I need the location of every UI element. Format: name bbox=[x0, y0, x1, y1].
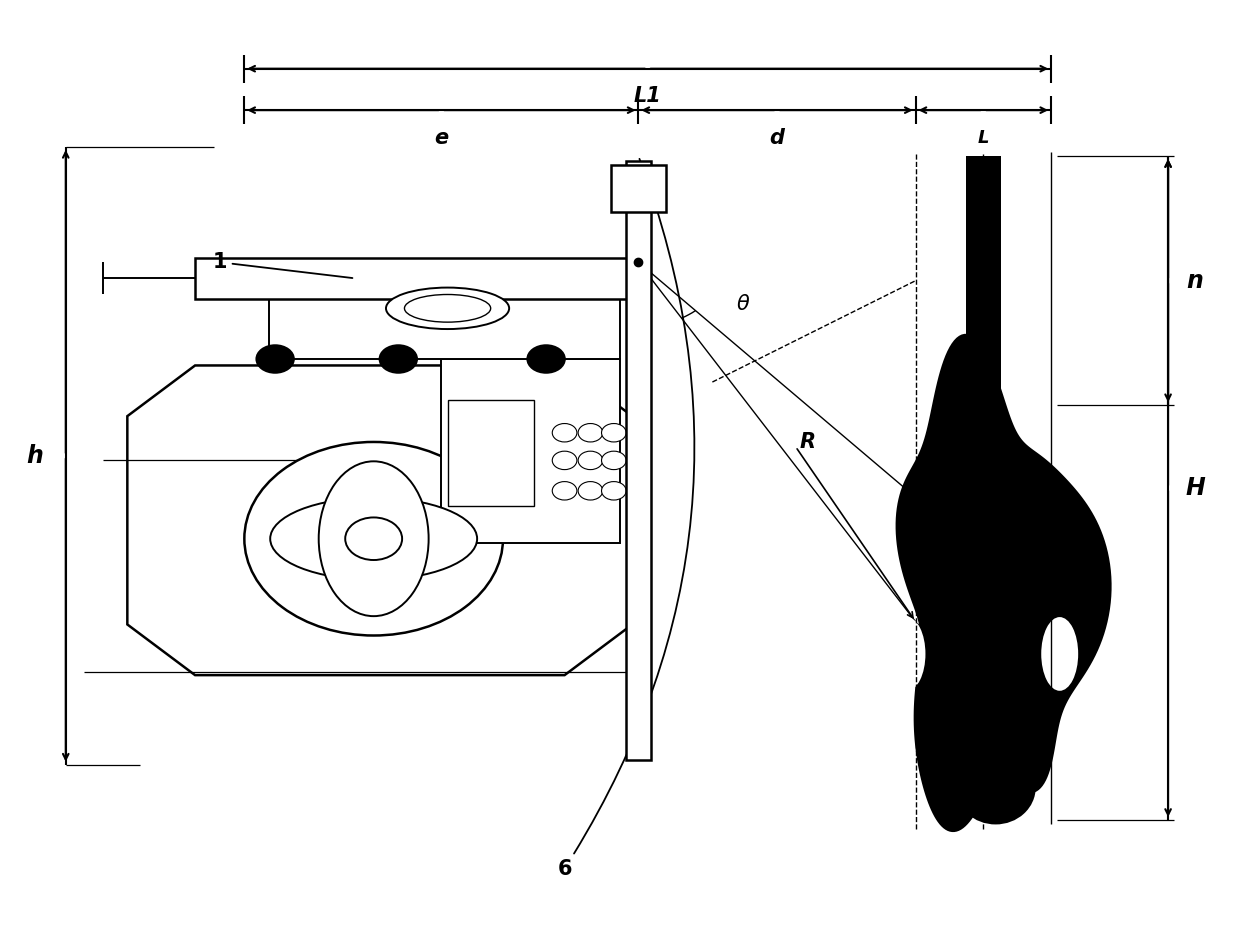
Text: d: d bbox=[770, 127, 785, 148]
Text: 6: 6 bbox=[557, 159, 694, 879]
Ellipse shape bbox=[919, 534, 1048, 682]
Bar bbox=[441, 359, 620, 543]
Bar bbox=[611, 166, 666, 211]
Ellipse shape bbox=[925, 456, 1042, 576]
Bar bbox=[626, 161, 651, 760]
Text: $\theta$: $\theta$ bbox=[737, 294, 750, 313]
Ellipse shape bbox=[925, 638, 1042, 780]
Text: R: R bbox=[800, 432, 816, 452]
Text: e: e bbox=[434, 127, 449, 148]
Text: n: n bbox=[1187, 269, 1204, 293]
Text: L: L bbox=[977, 129, 990, 147]
Ellipse shape bbox=[319, 461, 429, 617]
Text: L1: L1 bbox=[634, 86, 662, 106]
Circle shape bbox=[255, 344, 295, 374]
Circle shape bbox=[244, 442, 503, 635]
Bar bbox=[448, 401, 533, 507]
Circle shape bbox=[527, 344, 565, 374]
Circle shape bbox=[345, 517, 402, 560]
Circle shape bbox=[578, 423, 603, 442]
Ellipse shape bbox=[270, 498, 477, 580]
Ellipse shape bbox=[889, 618, 925, 691]
Polygon shape bbox=[128, 365, 632, 675]
Circle shape bbox=[601, 451, 626, 470]
Ellipse shape bbox=[1042, 618, 1078, 691]
Bar bbox=[966, 156, 1001, 405]
Circle shape bbox=[578, 451, 603, 470]
Ellipse shape bbox=[386, 287, 510, 329]
Polygon shape bbox=[897, 335, 1110, 830]
Bar bbox=[195, 258, 639, 299]
Bar bbox=[269, 299, 620, 359]
Text: A: A bbox=[918, 624, 967, 756]
Text: h: h bbox=[26, 444, 43, 468]
Text: 1: 1 bbox=[212, 252, 352, 278]
Text: H: H bbox=[1185, 476, 1205, 500]
Ellipse shape bbox=[404, 295, 491, 322]
Circle shape bbox=[601, 423, 626, 442]
Circle shape bbox=[378, 344, 418, 374]
Circle shape bbox=[601, 482, 626, 500]
Circle shape bbox=[552, 451, 577, 470]
Circle shape bbox=[552, 482, 577, 500]
Ellipse shape bbox=[956, 751, 1035, 825]
Circle shape bbox=[578, 482, 603, 500]
Circle shape bbox=[552, 423, 577, 442]
